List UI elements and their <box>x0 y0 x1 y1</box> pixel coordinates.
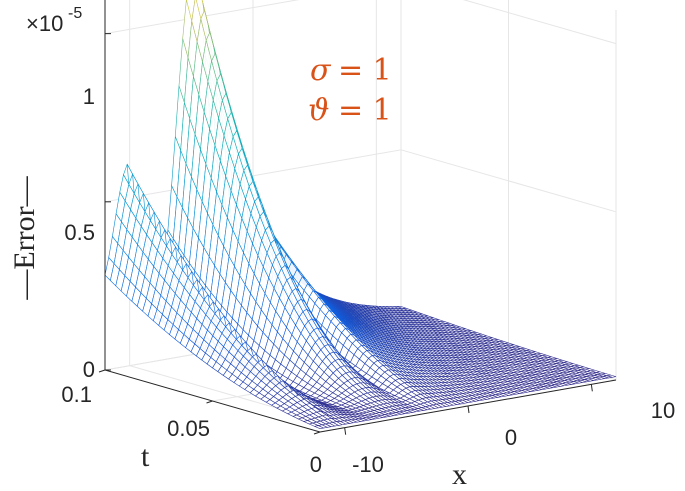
z-exponent-power: -5 <box>68 5 82 22</box>
z-exponent-base: ×10 <box>26 11 63 36</box>
vartheta-value: = 1 <box>338 93 392 128</box>
sigma-value: = 1 <box>338 53 392 88</box>
sigma-annotation: σ = 1 <box>310 53 392 88</box>
t-tick-label: 0.05 <box>167 416 210 441</box>
t-tick-label: 0 <box>310 452 322 477</box>
sigma-symbol: σ <box>310 53 332 88</box>
t-tick-label: 0.1 <box>61 382 92 407</box>
x-tick <box>344 427 347 435</box>
t-tick <box>98 369 106 373</box>
x-axis-label: x <box>452 458 467 491</box>
x-tick <box>467 405 470 414</box>
z-exponent: ×10 -5 <box>26 5 82 36</box>
surface-cell <box>186 0 196 22</box>
z-axis-label: —Error— <box>8 175 41 300</box>
vartheta-annotation: ϑ = 1 <box>308 93 392 128</box>
z-tick-label: 1 <box>83 84 95 109</box>
x-tick-label: 0 <box>505 425 517 450</box>
vartheta-symbol: ϑ <box>308 93 329 128</box>
x-tick-label: -10 <box>352 452 384 477</box>
x-tick-label: 10 <box>651 398 675 423</box>
t-axis-label: t <box>141 440 150 473</box>
t-tick <box>313 431 321 435</box>
z-tick-label: 0 <box>83 357 95 382</box>
error-surface <box>104 0 617 429</box>
axes-box <box>98 0 617 435</box>
x-tick <box>590 384 593 392</box>
t-tick <box>206 400 213 404</box>
surface-cell <box>606 374 617 378</box>
z-tick-label: 0.5 <box>64 220 95 245</box>
